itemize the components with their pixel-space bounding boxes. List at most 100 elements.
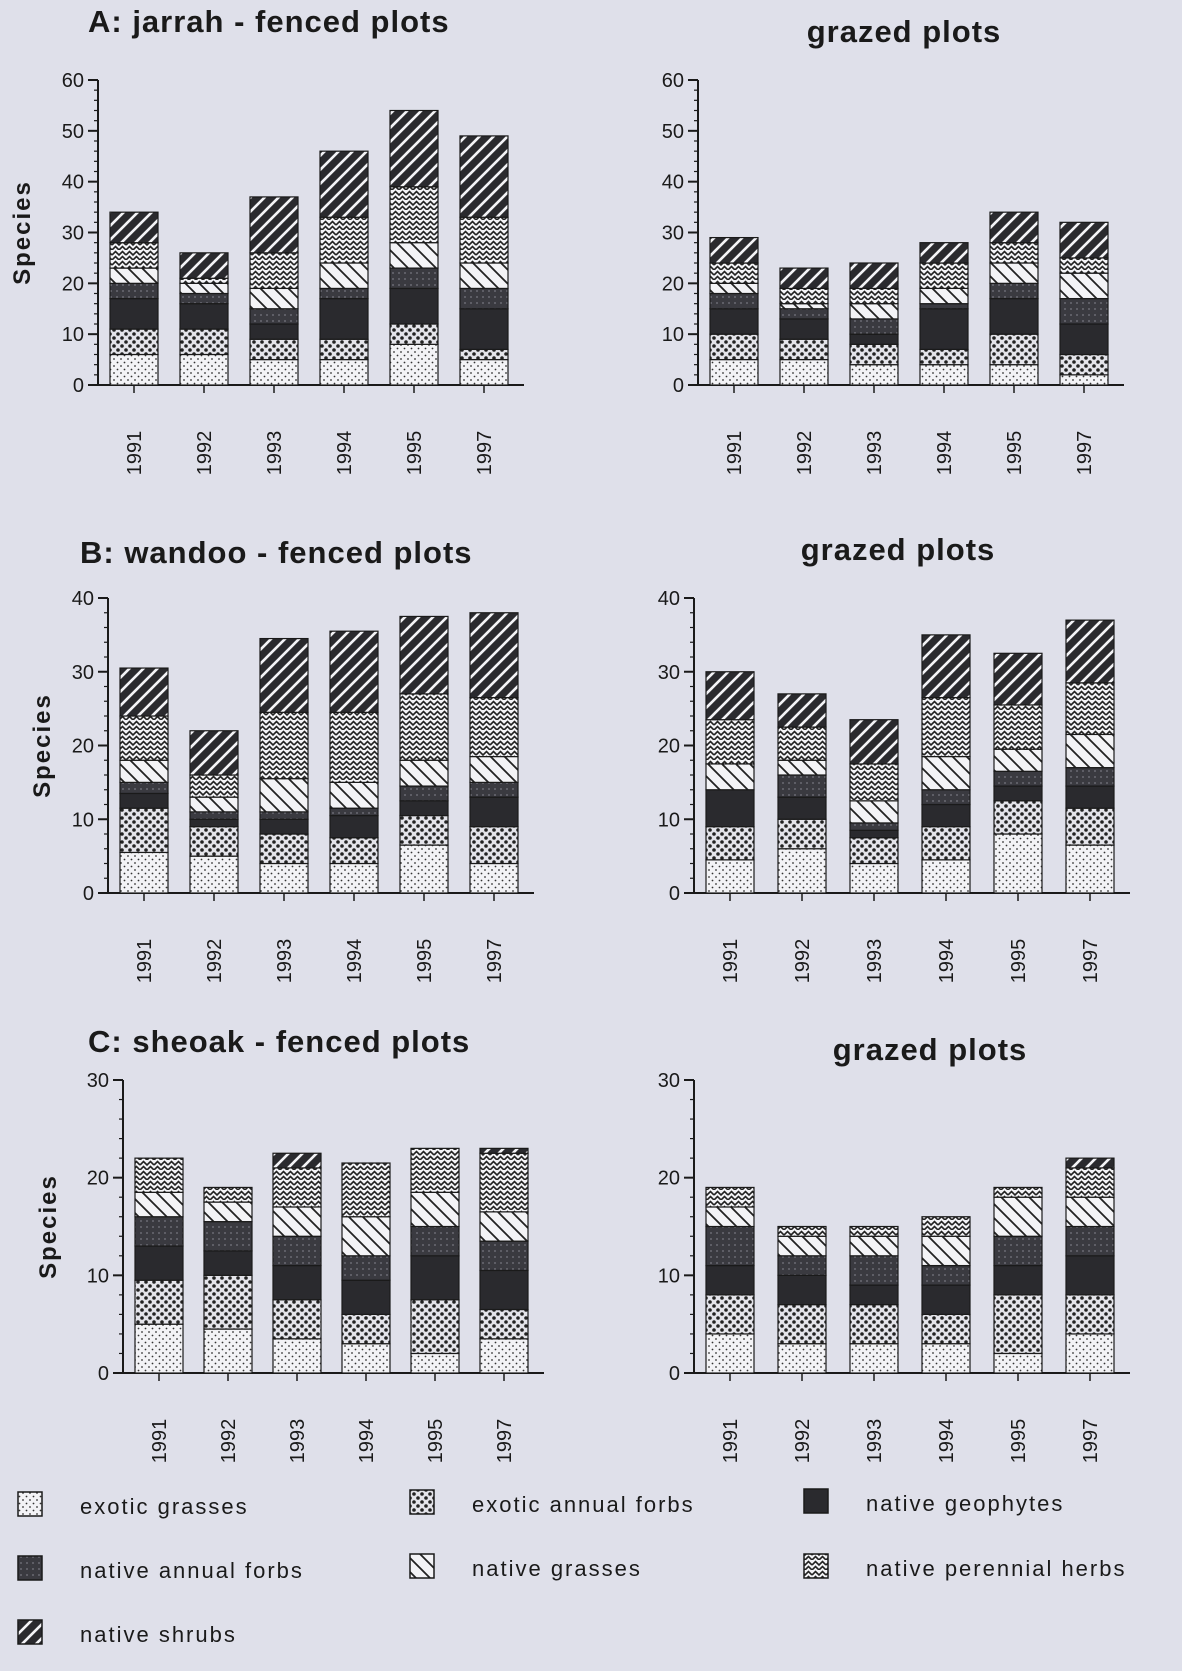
bar-segment-native-perennial-herbs bbox=[921, 1216, 971, 1237]
x-tick-label: 1991 bbox=[720, 1419, 742, 1464]
bar-segment-exotic-grasses bbox=[272, 1338, 322, 1374]
bar-segment-exotic-grasses bbox=[249, 358, 299, 386]
bar-segment-exotic-annual-forbs bbox=[919, 348, 969, 366]
legend-swatch-native-annual-forbs bbox=[17, 1555, 43, 1581]
bar-segment-native-geophytes bbox=[329, 814, 379, 839]
y-tick-label: 10 bbox=[62, 324, 84, 346]
x-tick-label: 1993 bbox=[864, 431, 886, 476]
bar-segment-native-perennial-herbs bbox=[479, 1152, 529, 1213]
bar-segment-native-geophytes bbox=[119, 792, 169, 809]
bar-segment-exotic-annual-forbs bbox=[993, 800, 1043, 835]
y-tick-label: 30 bbox=[62, 223, 84, 245]
bar-segment-native-shrubs bbox=[399, 615, 449, 695]
bar-segment-exotic-grasses bbox=[469, 862, 519, 894]
sheoak-grazed-panel: grazed plots 0 10 20 30 1991 1992 1993 1994 1995 1… bbox=[658, 1032, 1130, 1463]
bar-segment-native-shrubs bbox=[319, 150, 369, 218]
x-tick-label: 1992 bbox=[204, 939, 226, 984]
bar-segment-native-perennial-herbs bbox=[849, 287, 899, 305]
bar-segment-exotic-annual-forbs bbox=[849, 343, 899, 366]
bar-segment-exotic-grasses bbox=[319, 358, 369, 386]
bar-segment-exotic-grasses bbox=[919, 364, 969, 386]
bar-segment-native-grasses bbox=[203, 1201, 253, 1223]
bar-segment-native-perennial-herbs bbox=[109, 242, 159, 269]
bar-segment-native-annual-forbs bbox=[119, 781, 169, 795]
bar-segment-exotic-grasses bbox=[479, 1338, 529, 1374]
chart-title: grazed plots bbox=[833, 1032, 1028, 1067]
chart-title: B: wandoo - fenced plots bbox=[80, 535, 473, 570]
bar-segment-native-grasses bbox=[705, 763, 755, 791]
legend-swatch-native-geophytes bbox=[803, 1488, 829, 1514]
bar-segment-native-shrubs bbox=[849, 262, 899, 290]
y-tick-label: 20 bbox=[662, 273, 684, 295]
x-tick-label: 1991 bbox=[724, 431, 746, 476]
legend-label: exotic annual forbs bbox=[472, 1492, 695, 1517]
bar-segment-native-annual-forbs bbox=[779, 308, 829, 320]
bar-segment-native-geophytes bbox=[319, 297, 369, 340]
legend-swatch-exotic-annual-forbs bbox=[409, 1489, 435, 1515]
bar-segment-native-perennial-herbs bbox=[389, 186, 439, 244]
bar-segment-native-shrubs bbox=[919, 242, 969, 264]
x-tick-label: 1997 bbox=[1080, 1419, 1102, 1464]
wandoo-fenced-panel: B: wandoo - fenced plots Species 0 10 20 30 40… bbox=[29, 535, 534, 983]
bar-segment-exotic-annual-forbs bbox=[259, 833, 309, 865]
bar-segment-native-geophytes bbox=[1065, 1255, 1115, 1296]
bar-segment-native-shrubs bbox=[259, 637, 309, 713]
bar-segment-native-shrubs bbox=[119, 667, 169, 717]
bar-segment-native-annual-forbs bbox=[849, 318, 899, 335]
bar-segment-exotic-grasses bbox=[410, 1352, 460, 1374]
bar-segment-native-perennial-herbs bbox=[119, 715, 169, 761]
bar-segment-native-grasses bbox=[399, 759, 449, 787]
y-axis-label: Species bbox=[35, 1174, 62, 1279]
bar-segment-native-grasses bbox=[779, 303, 829, 310]
y-tick-label: 0 bbox=[673, 375, 684, 397]
y-tick-label: 30 bbox=[658, 662, 680, 684]
wandoo-grazed-panel: grazed plots 0 10 20 30 40 1991 1992 1993 1994 199… bbox=[658, 532, 1130, 983]
bar-segment-exotic-annual-forbs bbox=[410, 1299, 460, 1355]
jarrah-fenced-panel: A: jarrah - fenced plots Species 0 10 20 30 40… bbox=[9, 4, 524, 475]
bar-segment-exotic-grasses bbox=[341, 1343, 391, 1374]
bar-segment-exotic-grasses bbox=[849, 862, 899, 894]
bar-segment-exotic-annual-forbs bbox=[989, 333, 1039, 366]
bar-segment-native-grasses bbox=[459, 262, 509, 290]
bar-segment-exotic-annual-forbs bbox=[1065, 807, 1115, 846]
y-tick-label: 20 bbox=[72, 736, 94, 758]
bar-segment-native-perennial-herbs bbox=[1065, 1167, 1115, 1198]
legend-label: native perennial herbs bbox=[866, 1556, 1126, 1581]
legend-label: native geophytes bbox=[866, 1491, 1064, 1516]
chart-title: C: sheoak - fenced plots bbox=[88, 1024, 470, 1059]
bar-segment-native-annual-forbs bbox=[919, 303, 969, 310]
bar-segment-native-annual-forbs bbox=[189, 811, 239, 820]
chart-title: grazed plots bbox=[807, 14, 1002, 49]
bar-segment-native-geophytes bbox=[921, 1284, 971, 1315]
chart-title: grazed plots bbox=[801, 532, 996, 567]
bar-segment-exotic-annual-forbs bbox=[469, 826, 519, 865]
y-tick-label: 0 bbox=[669, 1363, 680, 1385]
y-tick-label: 10 bbox=[72, 809, 94, 831]
bar-segment-native-perennial-herbs bbox=[341, 1162, 391, 1218]
bar-segment-exotic-annual-forbs bbox=[921, 1313, 971, 1345]
bar-segment-native-grasses bbox=[921, 1235, 971, 1267]
y-tick-label: 50 bbox=[62, 121, 84, 143]
bar-segment-native-annual-forbs bbox=[1065, 767, 1115, 787]
legend-label: native grasses bbox=[472, 1556, 642, 1581]
x-tick-label: 1995 bbox=[1004, 431, 1026, 476]
jarrah-grazed-panel: grazed plots 0 10 20 30 40 50 60 1991 1992 1993 199… bbox=[662, 14, 1124, 475]
bar-segment-native-geophytes bbox=[109, 297, 159, 330]
bar-segment-native-shrubs bbox=[921, 634, 971, 699]
bar-segment-exotic-annual-forbs bbox=[1059, 353, 1109, 376]
bar-segment-native-annual-forbs bbox=[329, 807, 379, 817]
bar-segment-native-grasses bbox=[989, 262, 1039, 284]
legend-swatch-exotic-grasses bbox=[17, 1491, 43, 1517]
bar-segment-native-annual-forbs bbox=[259, 811, 309, 820]
legend-swatch-native-grasses bbox=[409, 1553, 435, 1579]
x-tick-label: 1993 bbox=[287, 1419, 309, 1464]
bar-segment-native-perennial-herbs bbox=[705, 1186, 755, 1208]
bar-segment-exotic-annual-forbs bbox=[921, 826, 971, 861]
bar-segment-native-geophytes bbox=[134, 1245, 184, 1281]
legend-swatch-native-shrubs bbox=[17, 1619, 43, 1645]
bar-segment-exotic-annual-forbs bbox=[399, 814, 449, 846]
bar-segment-native-perennial-herbs bbox=[459, 216, 509, 264]
bar-segment-native-grasses bbox=[1059, 272, 1109, 300]
bar-segment-native-grasses bbox=[189, 796, 239, 813]
